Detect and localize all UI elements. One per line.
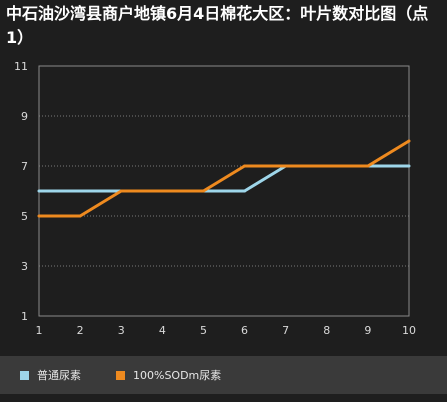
y-tick-label-5: 5 bbox=[21, 210, 28, 223]
series-2-point-8 bbox=[325, 164, 329, 168]
x-tick-label-7: 7 bbox=[282, 324, 289, 337]
x-tick-label-4: 4 bbox=[159, 324, 166, 337]
y-tick-label-11: 11 bbox=[14, 60, 28, 73]
series-2-point-6 bbox=[243, 164, 247, 168]
series-2-point-2 bbox=[78, 214, 82, 218]
x-tick-label-1: 1 bbox=[36, 324, 43, 337]
x-tick-label-10: 10 bbox=[402, 324, 416, 337]
series-line-2 bbox=[39, 139, 410, 218]
legend-label-series-2: 100%SODm尿素 bbox=[133, 369, 222, 382]
series-1-point-6 bbox=[243, 189, 247, 193]
series-2-point-10 bbox=[407, 139, 411, 143]
chart-title: 中石油沙湾县商户地镇6月4日棉花大区：叶片数对比图（点1） bbox=[6, 4, 429, 47]
legend-label-series-1: 普通尿素 bbox=[37, 369, 81, 382]
series-2-point-7 bbox=[284, 164, 288, 168]
x-tick-label-5: 5 bbox=[200, 324, 207, 337]
series-2-point-3 bbox=[119, 189, 123, 193]
y-tick-label-3: 3 bbox=[21, 260, 28, 273]
legend: 普通尿素 100%SODm尿素 bbox=[0, 356, 447, 394]
series-1-point-1 bbox=[37, 189, 41, 193]
y-tick-label-1: 1 bbox=[21, 310, 28, 323]
x-tick-label-2: 2 bbox=[77, 324, 84, 337]
legend-swatch-series-1 bbox=[20, 370, 29, 380]
series-2-point-9 bbox=[366, 164, 370, 168]
series-2-point-5 bbox=[201, 189, 205, 193]
legend-item-series-1: 普通尿素 bbox=[20, 368, 81, 382]
series-1-point-10 bbox=[407, 164, 411, 168]
x-tick-label-6: 6 bbox=[241, 324, 248, 337]
y-tick-label-9: 9 bbox=[21, 110, 28, 123]
x-tick-label-9: 9 bbox=[364, 324, 371, 337]
legend-swatch-series-2 bbox=[116, 370, 125, 380]
legend-item-series-2: 100%SODm尿素 bbox=[116, 368, 221, 382]
series-1-point-2 bbox=[78, 189, 82, 193]
x-tick-label-8: 8 bbox=[323, 324, 330, 337]
x-tick-label-3: 3 bbox=[118, 324, 125, 337]
series-2-point-4 bbox=[160, 189, 164, 193]
y-tick-label-7: 7 bbox=[21, 160, 28, 173]
series-2-point-1 bbox=[37, 214, 41, 218]
